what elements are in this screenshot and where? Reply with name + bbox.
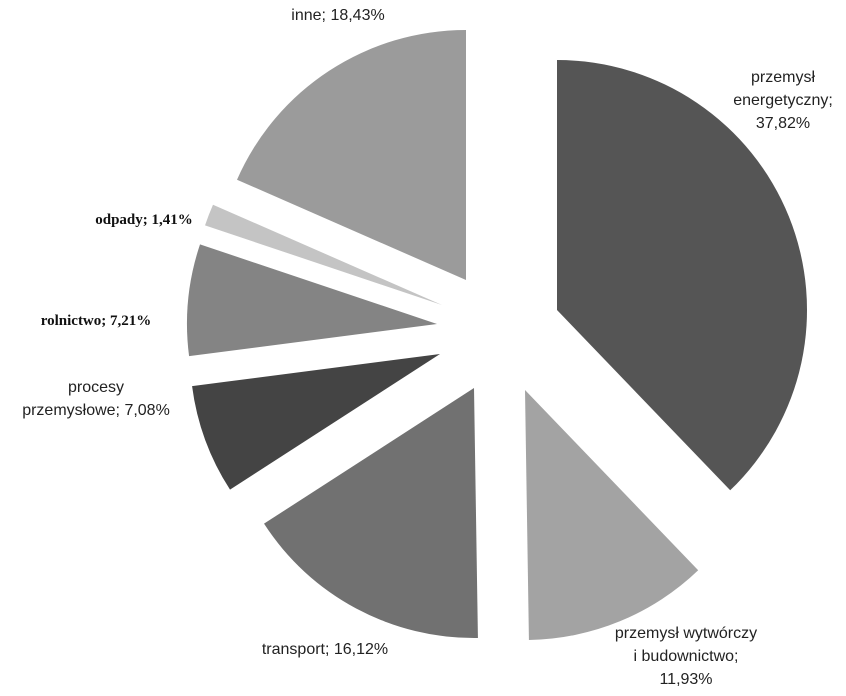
slice-label-line: rolnictwo; 7,21% <box>41 313 152 329</box>
slice-label-line: przemysł <box>751 69 815 86</box>
pie-slices <box>186 30 808 640</box>
slice-label-line: odpady; 1,41% <box>95 212 193 228</box>
slice-label-line: przemysł wytwórczy <box>615 625 757 642</box>
pie-slice <box>264 388 478 639</box>
slice-label: przemysł wytwórczy i budownictwo; 11,93% <box>615 625 757 688</box>
pie-slice <box>205 204 442 305</box>
slice-label: inne; 18,43% <box>291 7 384 24</box>
slice-label: przemysł energetyczny; 37,82% <box>733 69 833 132</box>
slice-label-line: energetyczny; <box>733 92 833 109</box>
slice-label-line: 37,82% <box>756 115 810 132</box>
slice-label-line: inne; 18,43% <box>291 7 384 24</box>
slice-label-line: 11,93% <box>659 671 712 688</box>
slice-label: rolnictwo; 7,21% <box>41 313 152 329</box>
slice-label: odpady; 1,41% <box>95 212 193 228</box>
pie-slice <box>186 244 437 357</box>
slice-labels: przemysł energetyczny; 37,82% przemysł wytw… <box>22 7 833 688</box>
slice-label-line: przemysłowe; 7,08% <box>22 402 170 419</box>
pie-slice <box>525 390 699 640</box>
slice-label: transport; 16,12% <box>262 641 388 658</box>
pie-slice <box>237 30 466 280</box>
slice-label-line: i budownictwo; <box>634 648 739 665</box>
slice-label-line: procesy <box>68 379 124 396</box>
slice-label: procesy przemysłowe; 7,08% <box>22 379 170 419</box>
pie-slice <box>557 60 808 491</box>
slice-label-line: transport; 16,12% <box>262 641 388 658</box>
pie-slice <box>192 354 440 490</box>
